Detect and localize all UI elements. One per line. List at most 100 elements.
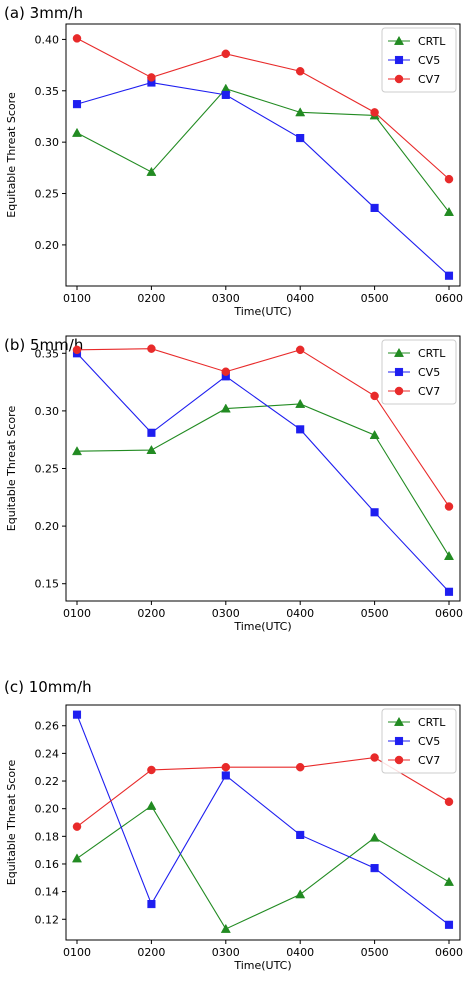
x-tick-label: 0300	[212, 946, 240, 959]
legend: CRTL CV5 CV7	[381, 339, 457, 405]
data-point	[370, 864, 379, 873]
legend-label: CV7	[418, 754, 440, 767]
x-tick-label: 0500	[361, 292, 389, 305]
x-tick-label: 0600	[435, 292, 463, 305]
legend-entry-cv5: CV5	[388, 366, 440, 379]
series-cv7	[72, 344, 454, 511]
y-tick-label: 0.20	[35, 803, 60, 816]
y-tick-label: 0.24	[35, 747, 60, 760]
x-tick-label: 0500	[361, 946, 389, 959]
x-tick-label: 0600	[435, 607, 463, 620]
data-point	[146, 166, 157, 176]
data-point	[295, 107, 306, 117]
x-tick-label: 0100	[63, 292, 91, 305]
data-point	[369, 832, 380, 842]
legend-label: CRTL	[418, 716, 446, 729]
y-tick-label: 0.35	[35, 85, 60, 98]
legend-label: CV7	[418, 385, 440, 398]
series-cv5	[72, 78, 454, 280]
data-point	[370, 108, 379, 117]
legend-label: CV7	[418, 73, 440, 86]
data-point	[221, 367, 231, 376]
data-point	[295, 889, 306, 899]
data-point	[221, 771, 230, 780]
legend-label: CRTL	[418, 35, 446, 48]
legend-marker	[393, 35, 405, 45]
y-tick-label: 0.25	[35, 463, 60, 476]
data-point	[220, 923, 231, 933]
legend-label: CV5	[418, 366, 440, 379]
series-line	[76, 403, 450, 557]
data-point	[296, 830, 305, 839]
legend-entry-cv5: CV5	[388, 54, 440, 67]
chart-panel-3: (c) 10mm/h 0.12 0.14 0.16 0.18 0.20 0.22 0.24 0.…	[4, 678, 463, 972]
y-tick-label: 0.16	[35, 858, 60, 871]
data-point	[71, 127, 83, 137]
series-line	[76, 82, 450, 277]
data-point	[444, 502, 454, 511]
x-tick-label: 0600	[435, 946, 463, 959]
data-point	[147, 344, 156, 353]
data-point	[221, 762, 231, 772]
data-point	[71, 853, 83, 863]
data-point	[370, 753, 379, 762]
series-line	[76, 37, 450, 180]
x-tick-label: 0200	[137, 292, 165, 305]
data-point	[443, 550, 455, 560]
x-tick-label: 0100	[63, 607, 91, 620]
legend-entry-cv5: CV5	[388, 735, 440, 748]
data-point	[443, 876, 455, 886]
y-tick-label: 0.14	[35, 886, 60, 899]
data-point	[369, 429, 380, 440]
legend-label: CRTL	[418, 347, 446, 360]
y-axis-label: Equitable Threat Score	[5, 92, 18, 218]
legend-entry-crtl: CRTL	[388, 347, 446, 360]
x-tick-label: 0200	[137, 946, 165, 959]
data-point	[72, 822, 82, 831]
chart-panel-2: (b) 5mm/h 0.15 0.20 0.25 0.30 0.35 0100 0200 030…	[4, 335, 463, 633]
data-point	[296, 133, 305, 143]
data-point	[221, 90, 230, 99]
data-point	[147, 428, 156, 437]
data-point	[295, 398, 306, 408]
y-axis-label: Equitable Threat Score	[5, 760, 18, 886]
data-point	[71, 446, 83, 456]
legend-marker	[394, 74, 404, 84]
y-tick-label: 0.40	[35, 33, 60, 46]
chart-title: (c) 10mm/h	[4, 678, 92, 696]
legend-marker	[394, 755, 404, 765]
x-axis-label: Time(UTC)	[233, 305, 291, 318]
data-point	[444, 797, 454, 807]
series-crtl	[71, 398, 455, 560]
data-point	[72, 34, 82, 43]
legend-marker	[394, 55, 404, 65]
legend-entry-crtl: CRTL	[388, 35, 446, 48]
x-tick-label: 0300	[212, 607, 240, 620]
y-tick-label: 0.30	[35, 405, 60, 418]
series-line	[76, 805, 450, 930]
chart-title: (b) 5mm/h	[4, 336, 83, 354]
data-point	[295, 762, 305, 772]
data-point	[444, 174, 454, 184]
y-tick-label: 0.20	[35, 239, 60, 252]
y-axis-label: Equitable Threat Score	[5, 406, 18, 532]
data-point	[221, 49, 231, 59]
x-axis-label: Time(UTC)	[233, 959, 291, 972]
data-point	[147, 73, 156, 82]
data-point	[443, 206, 455, 216]
y-tick-label: 0.12	[35, 913, 60, 926]
legend-entry-cv7: CV7	[388, 73, 440, 86]
y-tick-label: 0.35	[35, 347, 60, 360]
x-tick-label: 0400	[286, 292, 314, 305]
data-point	[296, 425, 305, 434]
chart-title: (a) 3mm/h	[4, 4, 83, 22]
data-point	[72, 710, 82, 719]
data-point	[147, 765, 156, 775]
plot-frame	[65, 704, 461, 941]
series-line	[76, 352, 450, 593]
series-cv7	[72, 34, 454, 184]
series-cv5	[72, 710, 454, 929]
data-point	[444, 920, 454, 929]
data-point	[220, 403, 231, 413]
